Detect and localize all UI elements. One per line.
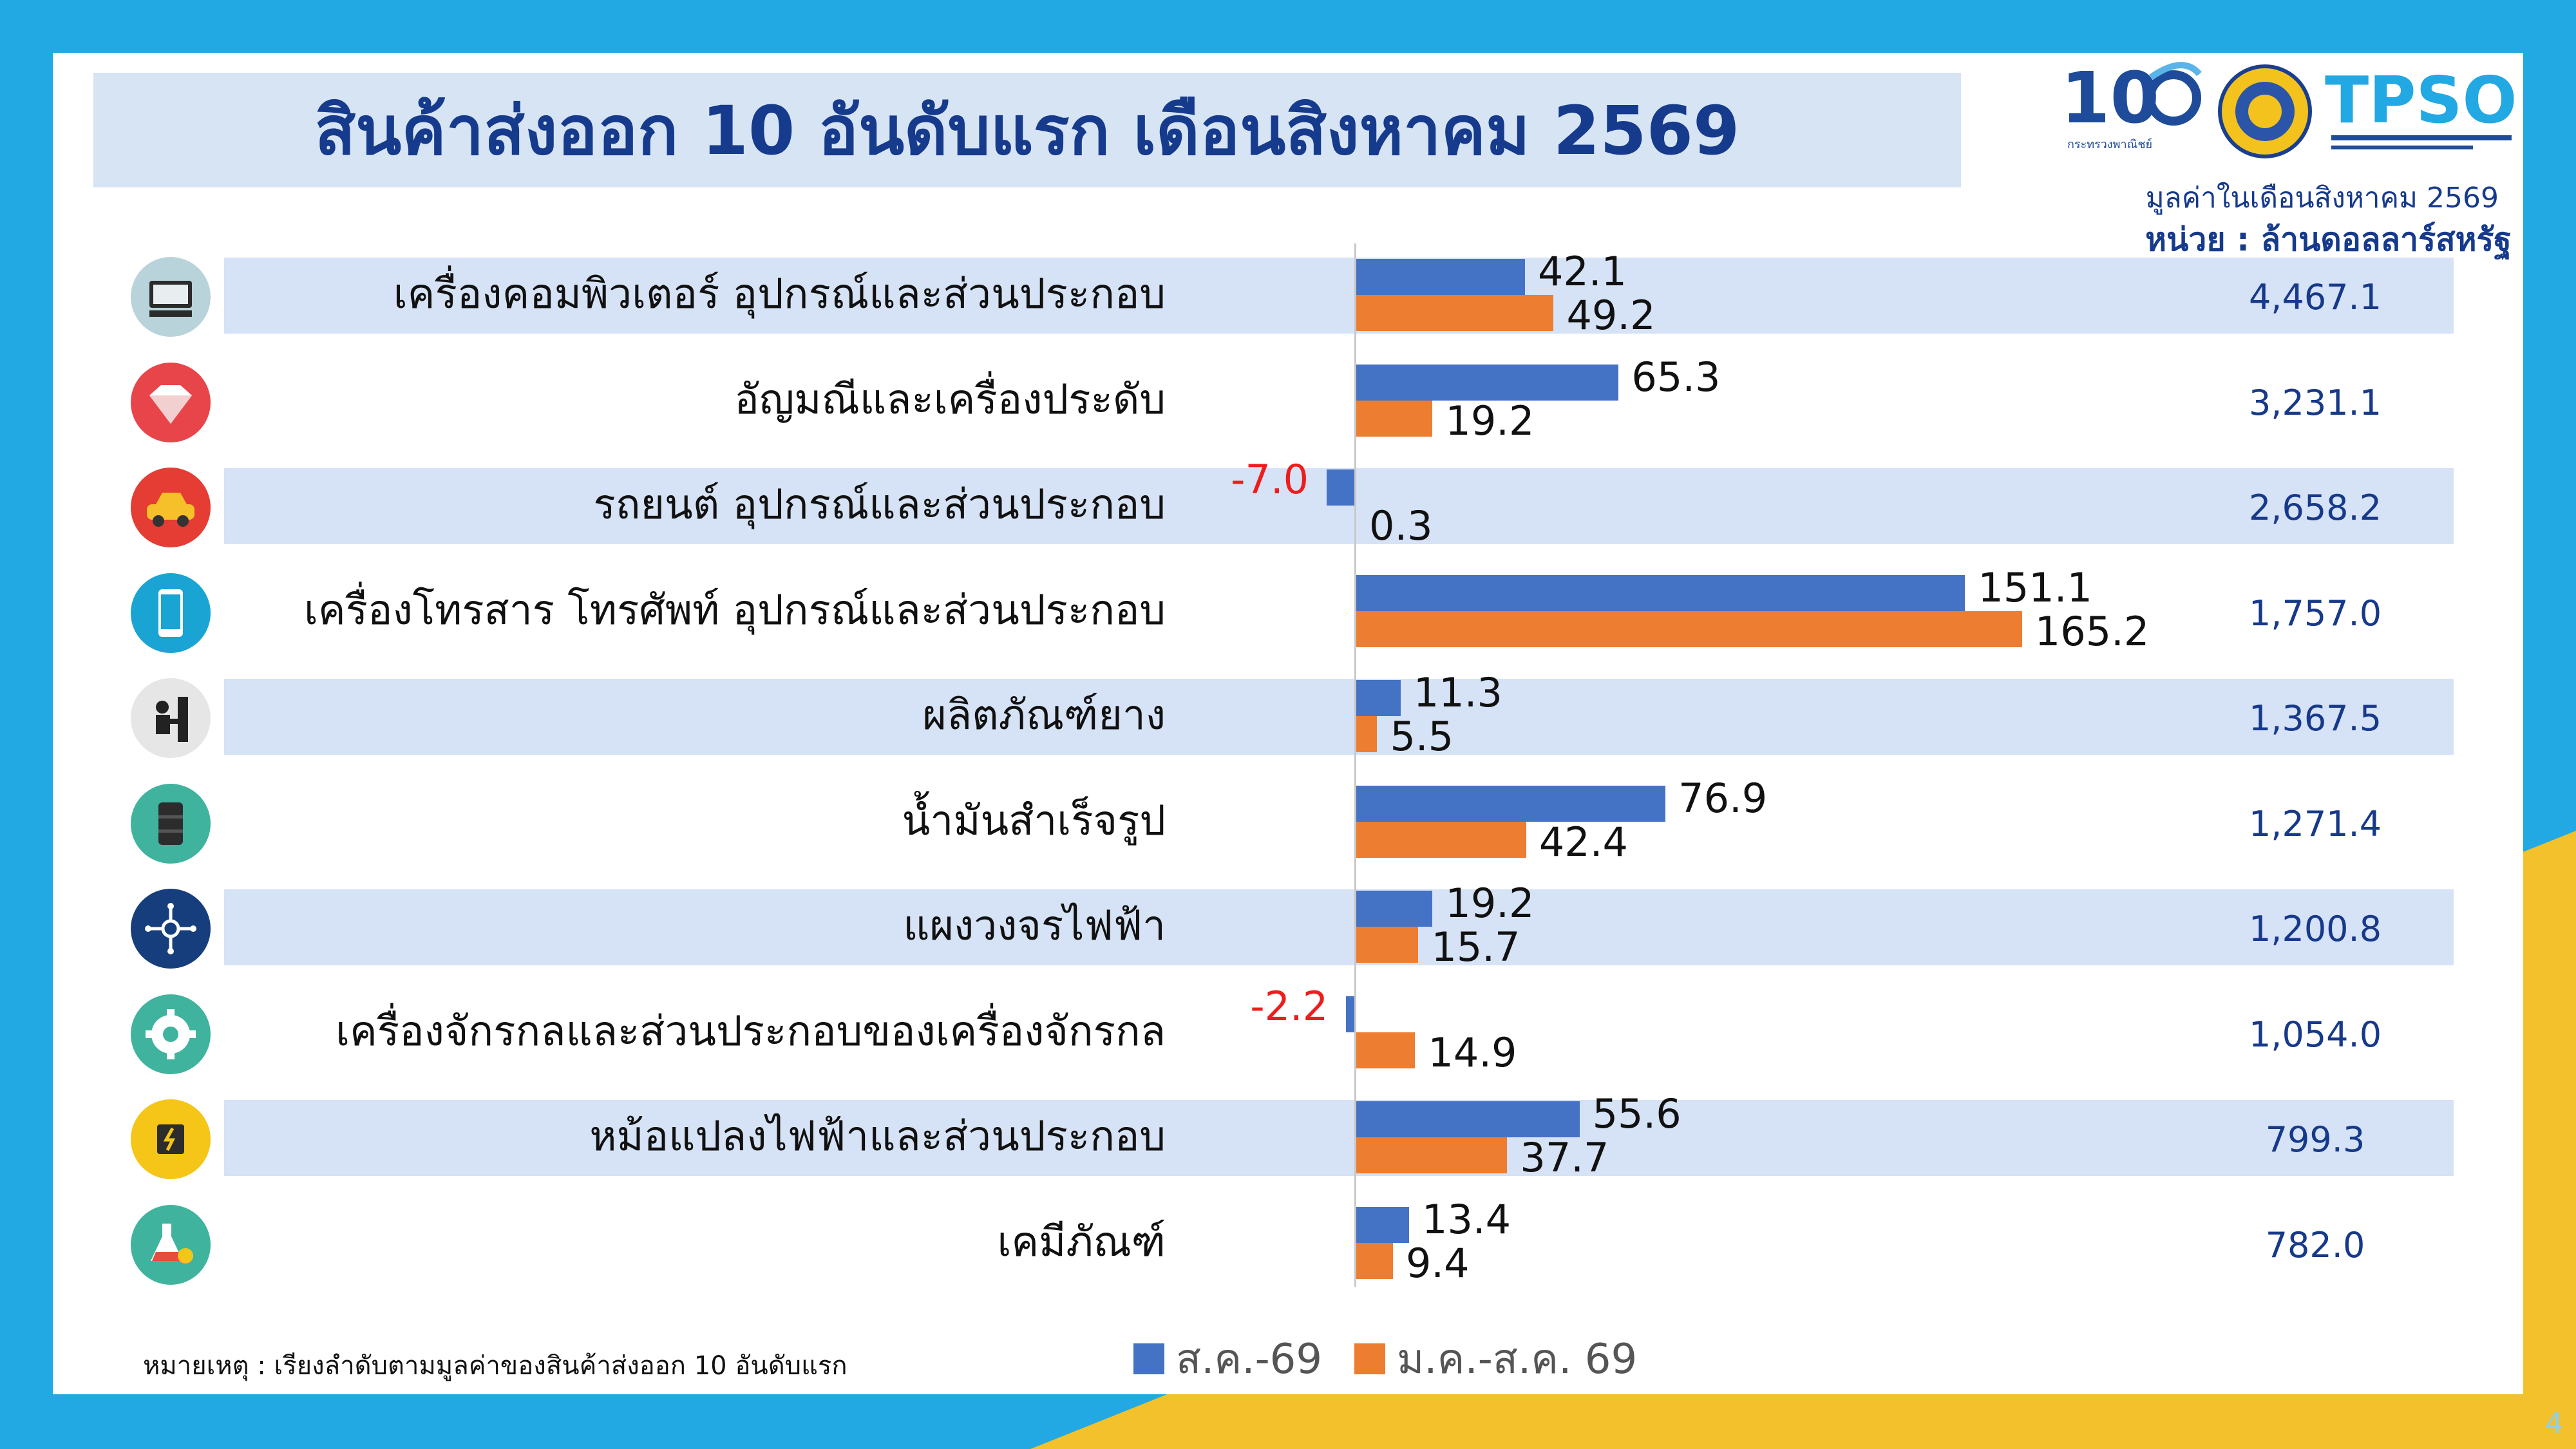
value-label-jan-aug69: 49.2	[1566, 292, 1656, 339]
row-band	[224, 679, 2454, 755]
bar-aug69	[1327, 469, 1355, 506]
legend-label-aug69: ส.ค.-69	[1176, 1336, 1323, 1383]
legend-swatch-blue	[1133, 1343, 1164, 1374]
total-value: 3,231.1	[2248, 382, 2382, 423]
gear-icon	[131, 994, 211, 1074]
transformer-icon	[131, 1099, 211, 1179]
bar-aug69	[1355, 785, 1666, 822]
svg-text:กระทรวงพาณิชย์: กระทรวงพาณิชย์	[2067, 138, 2152, 151]
bar-jan-aug69	[1355, 1242, 1393, 1279]
category-label: ผลิตภัณฑ์ยาง	[922, 692, 1166, 739]
smartphone-icon	[131, 573, 211, 653]
bar-aug69	[1355, 574, 1965, 611]
legend-label-jan-aug69: ม.ค.-ส.ค. 69	[1397, 1336, 1638, 1383]
value-label-jan-aug69: 37.7	[1520, 1134, 1609, 1181]
bar-aug69	[1355, 891, 1433, 927]
category-label: รถยนต์ อุปกรณ์และส่วนประกอบ	[593, 481, 1166, 529]
total-value: 1,271.4	[2248, 803, 2382, 844]
svg-text:10: 10	[2061, 58, 2159, 139]
bar-aug69	[1355, 1206, 1410, 1243]
row-band	[224, 1100, 2454, 1176]
category-label: เคมีภัณฑ์	[997, 1218, 1166, 1266]
value-label-aug69: -7.0	[1231, 456, 1309, 503]
footnote: หมายเหตุ : เรียงลำดับตามมูลค่าของสินค้าส…	[143, 1351, 848, 1381]
title-box	[93, 73, 1961, 187]
value-label-aug69: 76.9	[1678, 774, 1768, 822]
total-value: 1,757.0	[2248, 592, 2382, 634]
total-value: 1,054.0	[2248, 1014, 2382, 1055]
oil-barrel-icon	[131, 783, 211, 864]
category-label: หม้อแปลงไฟฟ้าและส่วนประกอบ	[589, 1113, 1166, 1160]
row-band	[224, 258, 2454, 334]
bar-aug69	[1355, 1101, 1580, 1137]
category-label: เครื่องคอมพิวเตอร์ อุปกรณ์และส่วนประกอบ	[393, 270, 1166, 318]
bar-jan-aug69	[1355, 400, 1433, 437]
chart-legend: ส.ค.-69 ม.ค.-ส.ค. 69	[1133, 1336, 1669, 1383]
value-label-aug69: 55.6	[1592, 1090, 1681, 1137]
tpso-logo: TPSO	[2325, 64, 2517, 149]
logos: 10 กระทรวงพาณิชย์ TPSO	[2054, 58, 2518, 161]
category-label: เครื่องจักรกลและส่วนประกอบของเครื่องจักร…	[336, 1007, 1166, 1056]
bar-jan-aug69	[1355, 1032, 1416, 1068]
page-number: 4	[2545, 1407, 2563, 1440]
legend-item-jan-aug69: ม.ค.-ส.ค. 69	[1354, 1326, 1637, 1392]
bar-jan-aug69	[1355, 1137, 1508, 1173]
value-label-aug69: 19.2	[1445, 880, 1535, 927]
category-label: น้ำมันสำเร็จรูป	[902, 797, 1166, 845]
bar-aug69	[1355, 259, 1525, 295]
bar-jan-aug69	[1355, 821, 1526, 858]
bar-jan-aug69	[1355, 927, 1419, 963]
value-label-jan-aug69: 9.4	[1405, 1239, 1470, 1287]
value-label-aug69: 151.1	[1978, 564, 2092, 611]
total-value: 2,658.2	[2248, 488, 2382, 528]
category-label: เครื่องโทรสาร โทรศัพท์ อุปกรณ์และส่วนประ…	[303, 586, 1166, 634]
bar-jan-aug69	[1355, 611, 2022, 647]
total-value: 799.3	[2265, 1119, 2365, 1160]
rubber-worker-icon	[131, 678, 211, 758]
zero-axis-line	[1354, 243, 1356, 1287]
circuit-icon	[131, 889, 211, 969]
value-label-aug69: 13.4	[1422, 1195, 1511, 1243]
bar-jan-aug69	[1355, 295, 1554, 331]
ministry-106-logo: 10 กระทรวงพาณิชย์	[2061, 58, 2202, 151]
value-label-jan-aug69: 42.4	[1539, 818, 1628, 866]
value-label-jan-aug69: 19.2	[1445, 397, 1535, 444]
bar-aug69	[1355, 364, 1619, 401]
total-value: 1,200.8	[2248, 909, 2382, 949]
svg-text:TPSO: TPSO	[2325, 64, 2517, 138]
unit-month-label: มูลค่าในเดือนสิงหาคม 2569	[2145, 182, 2499, 214]
value-label-jan-aug69: 15.7	[1431, 923, 1520, 971]
gem-icon	[131, 362, 211, 442]
legend-swatch-orange	[1354, 1343, 1386, 1374]
total-value: 4,467.1	[2248, 277, 2382, 317]
value-label-jan-aug69: 5.5	[1390, 713, 1454, 760]
car-icon	[131, 468, 211, 547]
bar-aug69	[1346, 996, 1355, 1032]
ministry-seal-icon	[2218, 64, 2312, 158]
value-label-jan-aug69: 14.9	[1428, 1028, 1517, 1076]
value-label-aug69: 42.1	[1537, 248, 1627, 295]
legend-item-aug69: ส.ค.-69	[1133, 1326, 1322, 1392]
value-label-jan-aug69: 0.3	[1369, 502, 1433, 549]
category-label: อัญมณีและเครื่องประดับ	[734, 375, 1166, 424]
total-value: 782.0	[2265, 1224, 2365, 1265]
total-value: 1,367.5	[2248, 698, 2382, 739]
computer-icon	[131, 257, 211, 337]
row-band	[224, 889, 2454, 965]
page-title: สินค้าส่งออก 10 อันดับแรก เดือนสิงหาคม 2…	[314, 91, 1740, 170]
bar-jan-aug69	[1355, 716, 1378, 752]
bar-aug69	[1355, 680, 1401, 716]
value-label-jan-aug69: 165.2	[2034, 607, 2150, 655]
category-label: แผงวงจรไฟฟ้า	[903, 902, 1166, 950]
value-label-aug69: -2.2	[1250, 982, 1329, 1030]
value-label-aug69: 11.3	[1413, 669, 1502, 716]
unit-label: หน่วย : ล้านดอลลาร์สหรัฐ	[2145, 221, 2512, 258]
chemical-flask-icon	[131, 1204, 211, 1285]
value-label-aug69: 65.3	[1631, 353, 1721, 401]
